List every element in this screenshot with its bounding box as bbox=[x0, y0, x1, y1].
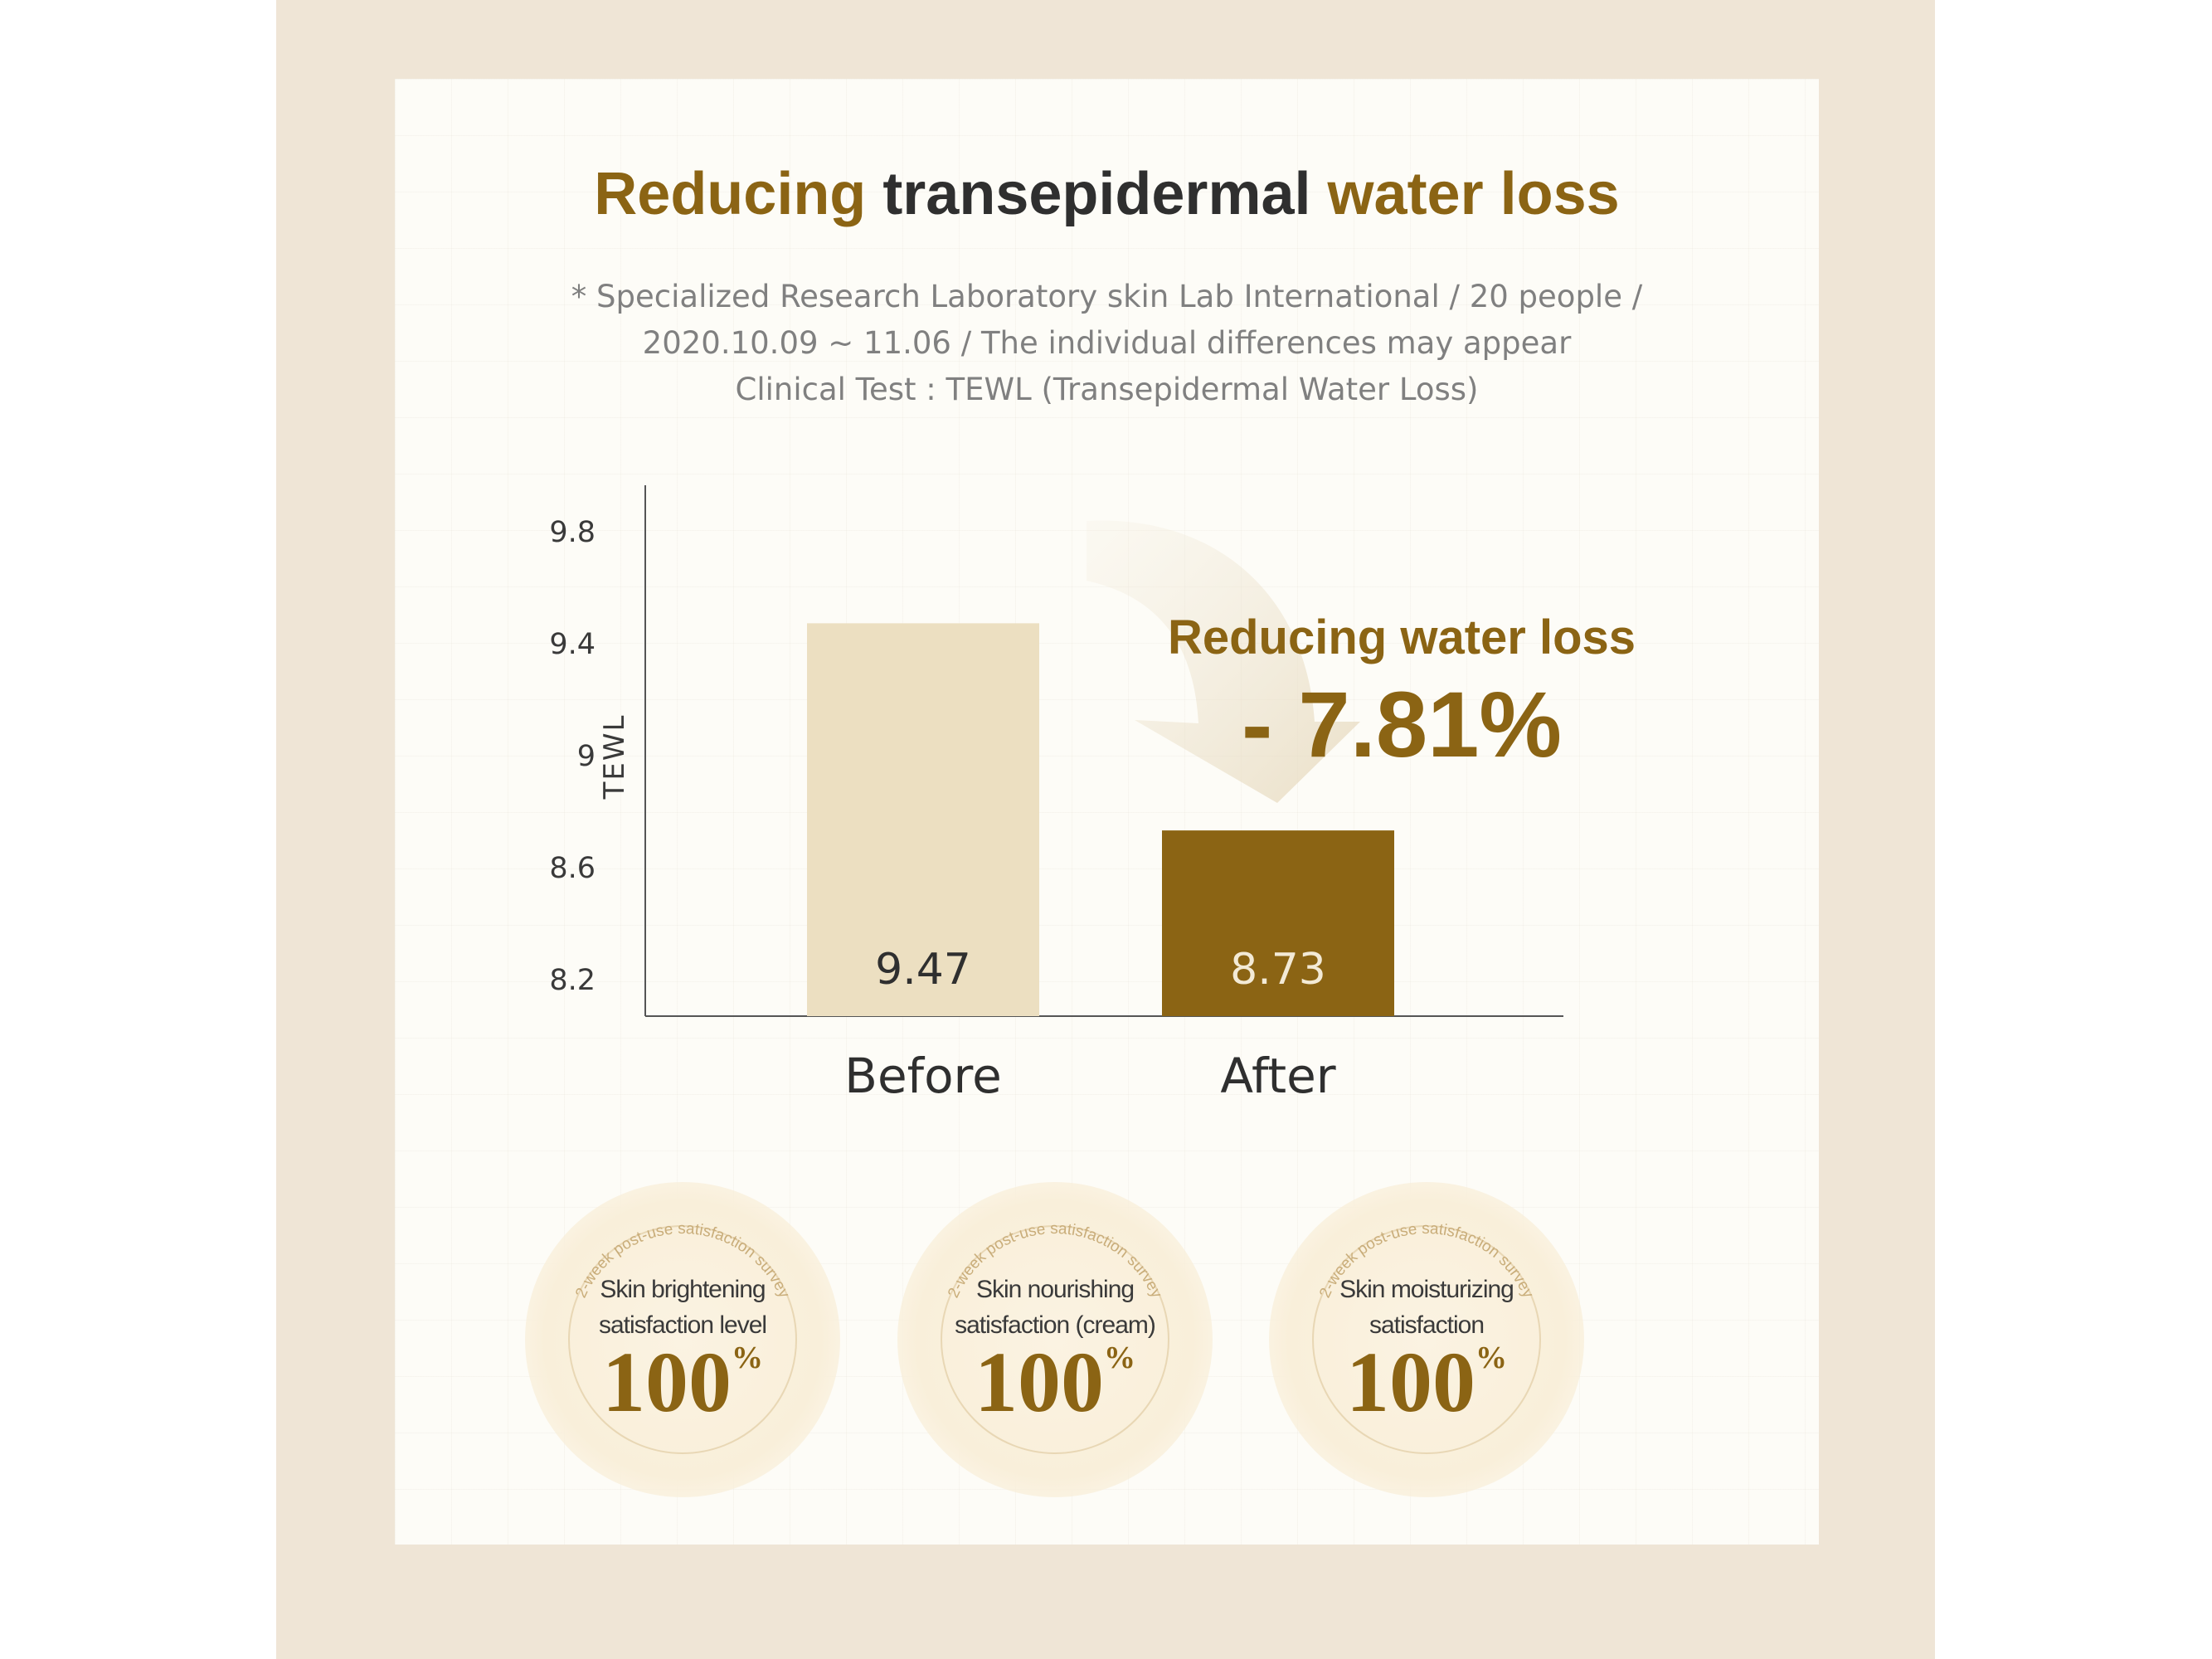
bar-data-label: 9.47 bbox=[875, 945, 971, 995]
badge-caption-line: Skin nourishing bbox=[975, 1276, 1135, 1303]
satisfaction-badge: 2-week post-use satisfaction survey Skin… bbox=[1269, 1182, 1584, 1497]
study-details-line: 2020.10.09 ~ 11.06 / The individual diff… bbox=[642, 325, 1572, 361]
badge-caption: Skin nourishing satisfaction (cream) bbox=[897, 1272, 1213, 1343]
badge-caption-line: satisfaction bbox=[1369, 1311, 1485, 1339]
badge-value: 100% bbox=[897, 1340, 1213, 1426]
badge-ring bbox=[568, 1225, 797, 1454]
y-tick-label: 9 bbox=[577, 740, 596, 773]
badge-ring bbox=[941, 1225, 1169, 1454]
badge-arc-text: 2-week post-use satisfaction survey bbox=[945, 1220, 1165, 1301]
badge-number: 100 bbox=[1346, 1335, 1475, 1430]
title-part-reducing: Reducing bbox=[594, 161, 867, 227]
badge-caption: Skin moisturizing satisfaction bbox=[1269, 1272, 1584, 1343]
study-details: * Specialized Research Laboratory skin L… bbox=[395, 274, 1819, 413]
down-arrow-icon bbox=[1087, 520, 1360, 803]
badge-number: 100 bbox=[602, 1335, 732, 1430]
x-category-label: Before bbox=[844, 1048, 1002, 1104]
badge-value: 100% bbox=[1269, 1340, 1584, 1426]
badge-value: 100% bbox=[525, 1340, 840, 1426]
title-part-transepidermal: transepidermal bbox=[882, 161, 1311, 227]
title-part-water-loss: water loss bbox=[1327, 161, 1620, 227]
bar-after bbox=[1162, 830, 1394, 1016]
y-tick-label: 9.8 bbox=[549, 516, 596, 549]
annotation-value: - 7.81% bbox=[1242, 673, 1562, 776]
badge-arc-text: 2-week post-use satisfaction survey bbox=[1316, 1220, 1537, 1301]
badge-ring bbox=[1312, 1225, 1541, 1454]
badge-number: 100 bbox=[975, 1335, 1104, 1430]
badge-caption-line: Skin brightening bbox=[600, 1276, 766, 1303]
bar-data-label: 8.73 bbox=[1230, 945, 1326, 995]
badge-caption-line: satisfaction (cream) bbox=[955, 1311, 1156, 1339]
page-title: Reducing transepidermal water loss bbox=[395, 164, 1819, 224]
badge-percent-sign: % bbox=[1475, 1340, 1507, 1375]
badge-percent-sign: % bbox=[732, 1340, 763, 1375]
badge-caption: Skin brightening satisfaction level bbox=[525, 1272, 840, 1343]
satisfaction-badge: 2-week post-use satisfaction survey Skin… bbox=[897, 1182, 1213, 1497]
badge-caption-line: Skin moisturizing bbox=[1339, 1276, 1514, 1303]
y-axis-title: TEWL bbox=[598, 714, 631, 800]
infographic-card bbox=[395, 79, 1819, 1545]
satisfaction-badge: 2-week post-use satisfaction survey Skin… bbox=[525, 1182, 840, 1497]
annotation-label: Reducing water loss bbox=[1167, 611, 1636, 664]
bar-before bbox=[807, 623, 1039, 1016]
study-details-line: * Specialized Research Laboratory skin L… bbox=[571, 279, 1643, 314]
y-tick-label: 8.2 bbox=[549, 964, 596, 997]
badge-caption-line: satisfaction level bbox=[598, 1311, 767, 1339]
x-category-label: After bbox=[1220, 1048, 1335, 1104]
study-details-line: Clinical Test : TEWL (Transepidermal Wat… bbox=[735, 372, 1479, 407]
badge-arc-text: 2-week post-use satisfaction survey bbox=[572, 1220, 793, 1301]
y-tick-label: 9.4 bbox=[549, 628, 596, 661]
badge-percent-sign: % bbox=[1104, 1340, 1135, 1375]
y-tick-label: 8.6 bbox=[549, 852, 596, 885]
